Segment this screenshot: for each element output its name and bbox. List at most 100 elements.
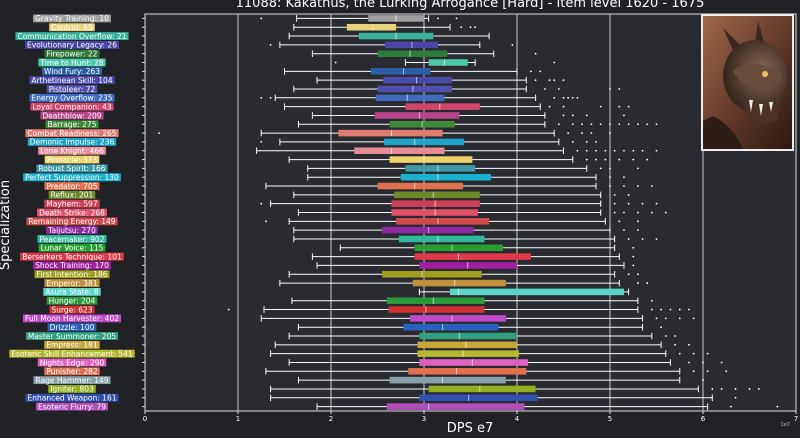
x-tick-label: 5 (608, 415, 612, 423)
y-tick-label-background (33, 376, 111, 385)
svg-text:Emperor: 381: Emperor: 381 (46, 279, 97, 288)
outlier-point (260, 202, 263, 205)
box-iqr (412, 279, 506, 287)
outlier-point (678, 352, 681, 355)
outlier-point (618, 105, 621, 108)
box-iqr (408, 368, 527, 375)
svg-text:Firepower: 22: Firepower: 22 (47, 50, 98, 59)
y-tick-label-background (22, 314, 122, 323)
svg-text:Pinnacle: 373: Pinnacle: 373 (47, 155, 98, 164)
outlier-point (548, 105, 551, 108)
box-group (316, 403, 779, 410)
box-iqr (410, 315, 506, 322)
box-iqr (377, 182, 464, 190)
y-tick-label: Remaining Energy: 149 (26, 217, 118, 226)
y-tick-label: Energy Overflow: 235 (29, 94, 115, 103)
svg-text:Taijutsu: 270: Taijutsu: 270 (47, 226, 96, 235)
outlier-point (581, 123, 583, 126)
svg-text:Time to Hunt: 28: Time to Hunt: 28 (39, 58, 103, 67)
box-iqr (389, 376, 506, 384)
y-tick-label-background (9, 349, 135, 358)
outlier-point (265, 220, 267, 223)
box-iqr (338, 129, 443, 137)
outlier-point (613, 149, 616, 152)
y-tick-label-background (36, 402, 108, 411)
x-tick-label: 1 (236, 415, 240, 423)
outlier-point (692, 317, 695, 320)
box-iqr (428, 59, 468, 66)
box-group (297, 209, 667, 216)
svg-text:Surge: 623: Surge: 623 (51, 305, 92, 314)
outlier-point (725, 370, 728, 373)
outlier-point (599, 105, 602, 108)
svg-text:Igniter: 803: Igniter: 803 (50, 385, 94, 394)
outlier-point (599, 123, 602, 126)
svg-text:Energy Overflow: 235: Energy Overflow: 235 (32, 94, 113, 103)
outlier-point (585, 158, 588, 161)
y-axis-label: Specialization (0, 180, 13, 270)
outlier-point (734, 396, 737, 399)
svg-text:Asura State: 8: Asura State: 8 (45, 288, 99, 297)
outlier-point (669, 308, 672, 311)
boss-portrait-image (701, 14, 794, 151)
outlier-point (655, 202, 658, 205)
box-group (260, 200, 658, 207)
svg-text:Barrage: 275: Barrage: 275 (48, 120, 97, 129)
outlier-point (571, 114, 574, 117)
outlier-point (637, 220, 639, 223)
svg-text:Lone Knight: 466: Lone Knight: 466 (40, 147, 104, 156)
box-iqr (388, 306, 485, 313)
svg-text:Reflux: 201: Reflux: 201 (51, 191, 94, 200)
outlier-point (553, 96, 556, 99)
box-group (288, 156, 649, 163)
outlier-point (553, 79, 556, 82)
outlier-point (334, 61, 337, 64)
outlier-point (757, 388, 760, 390)
svg-text:Punisher: 282: Punisher: 282 (46, 367, 98, 376)
box-group (293, 226, 639, 234)
y-tick-label-background (25, 332, 119, 340)
box-group (288, 359, 723, 366)
svg-text:Wind Fury: 263: Wind Fury: 263 (44, 67, 100, 76)
outlier-point (590, 123, 593, 126)
outlier-point (604, 158, 607, 161)
y-tick-label: Asura State: 8 (43, 288, 101, 297)
outlier-point (734, 388, 737, 390)
y-tick-label-background (44, 279, 100, 287)
outlier-point (609, 185, 611, 187)
svg-text:Deathblow: 209: Deathblow: 209 (42, 111, 101, 120)
y-tick-label-background (36, 164, 108, 173)
box-iqr (405, 165, 476, 172)
x-axis-offset-label: 1e7 (781, 422, 790, 428)
y-tick-label: Barrage: 275 (45, 120, 99, 129)
y-tick-label: Demonic Impulse: 236 (27, 138, 117, 147)
outlier-point (674, 335, 676, 337)
y-tick-label: Enhanced Weapon: 161 (25, 394, 119, 403)
svg-text:Perfect Suppression: 130: Perfect Suppression: 130 (25, 173, 119, 182)
box-group (293, 235, 658, 243)
box-iqr (414, 253, 531, 260)
y-tick-label: Arthetinean Skill: 104 (29, 76, 115, 85)
y-tick-label: Reflux: 201 (48, 191, 96, 200)
svg-text:Communication Overflow: 21: Communication Overflow: 21 (17, 32, 126, 41)
outlier-point (585, 149, 588, 152)
outlier-point (678, 317, 681, 320)
outlier-point (637, 167, 639, 170)
chart-title: 11088: Kakathus, the Lurking Arrogance [… (236, 0, 705, 11)
svg-text:Combat Readiness: 265: Combat Readiness: 265 (27, 129, 116, 138)
outlier-point (776, 405, 779, 408)
box-iqr (419, 332, 517, 340)
y-tick-label-background (49, 305, 95, 314)
outlier-point (632, 255, 635, 258)
x-tick-labels: 0 1 2 3 4 5 6 7 (143, 411, 798, 423)
svg-text:Shock Training: 170: Shock Training: 170 (35, 261, 109, 270)
outlier-point (678, 308, 681, 311)
x-tick-label: 3 (422, 415, 426, 423)
y-tick-label: Berserkers Technique: 101 (20, 252, 124, 261)
box-group (270, 350, 709, 357)
box-group (293, 191, 630, 199)
y-tick-label-background (46, 85, 98, 93)
outlier-point (650, 299, 653, 302)
outlier-point (650, 185, 653, 187)
svg-text:Esoteric Skill Enhancement: 54: Esoteric Skill Enhancement: 541 (11, 349, 133, 358)
